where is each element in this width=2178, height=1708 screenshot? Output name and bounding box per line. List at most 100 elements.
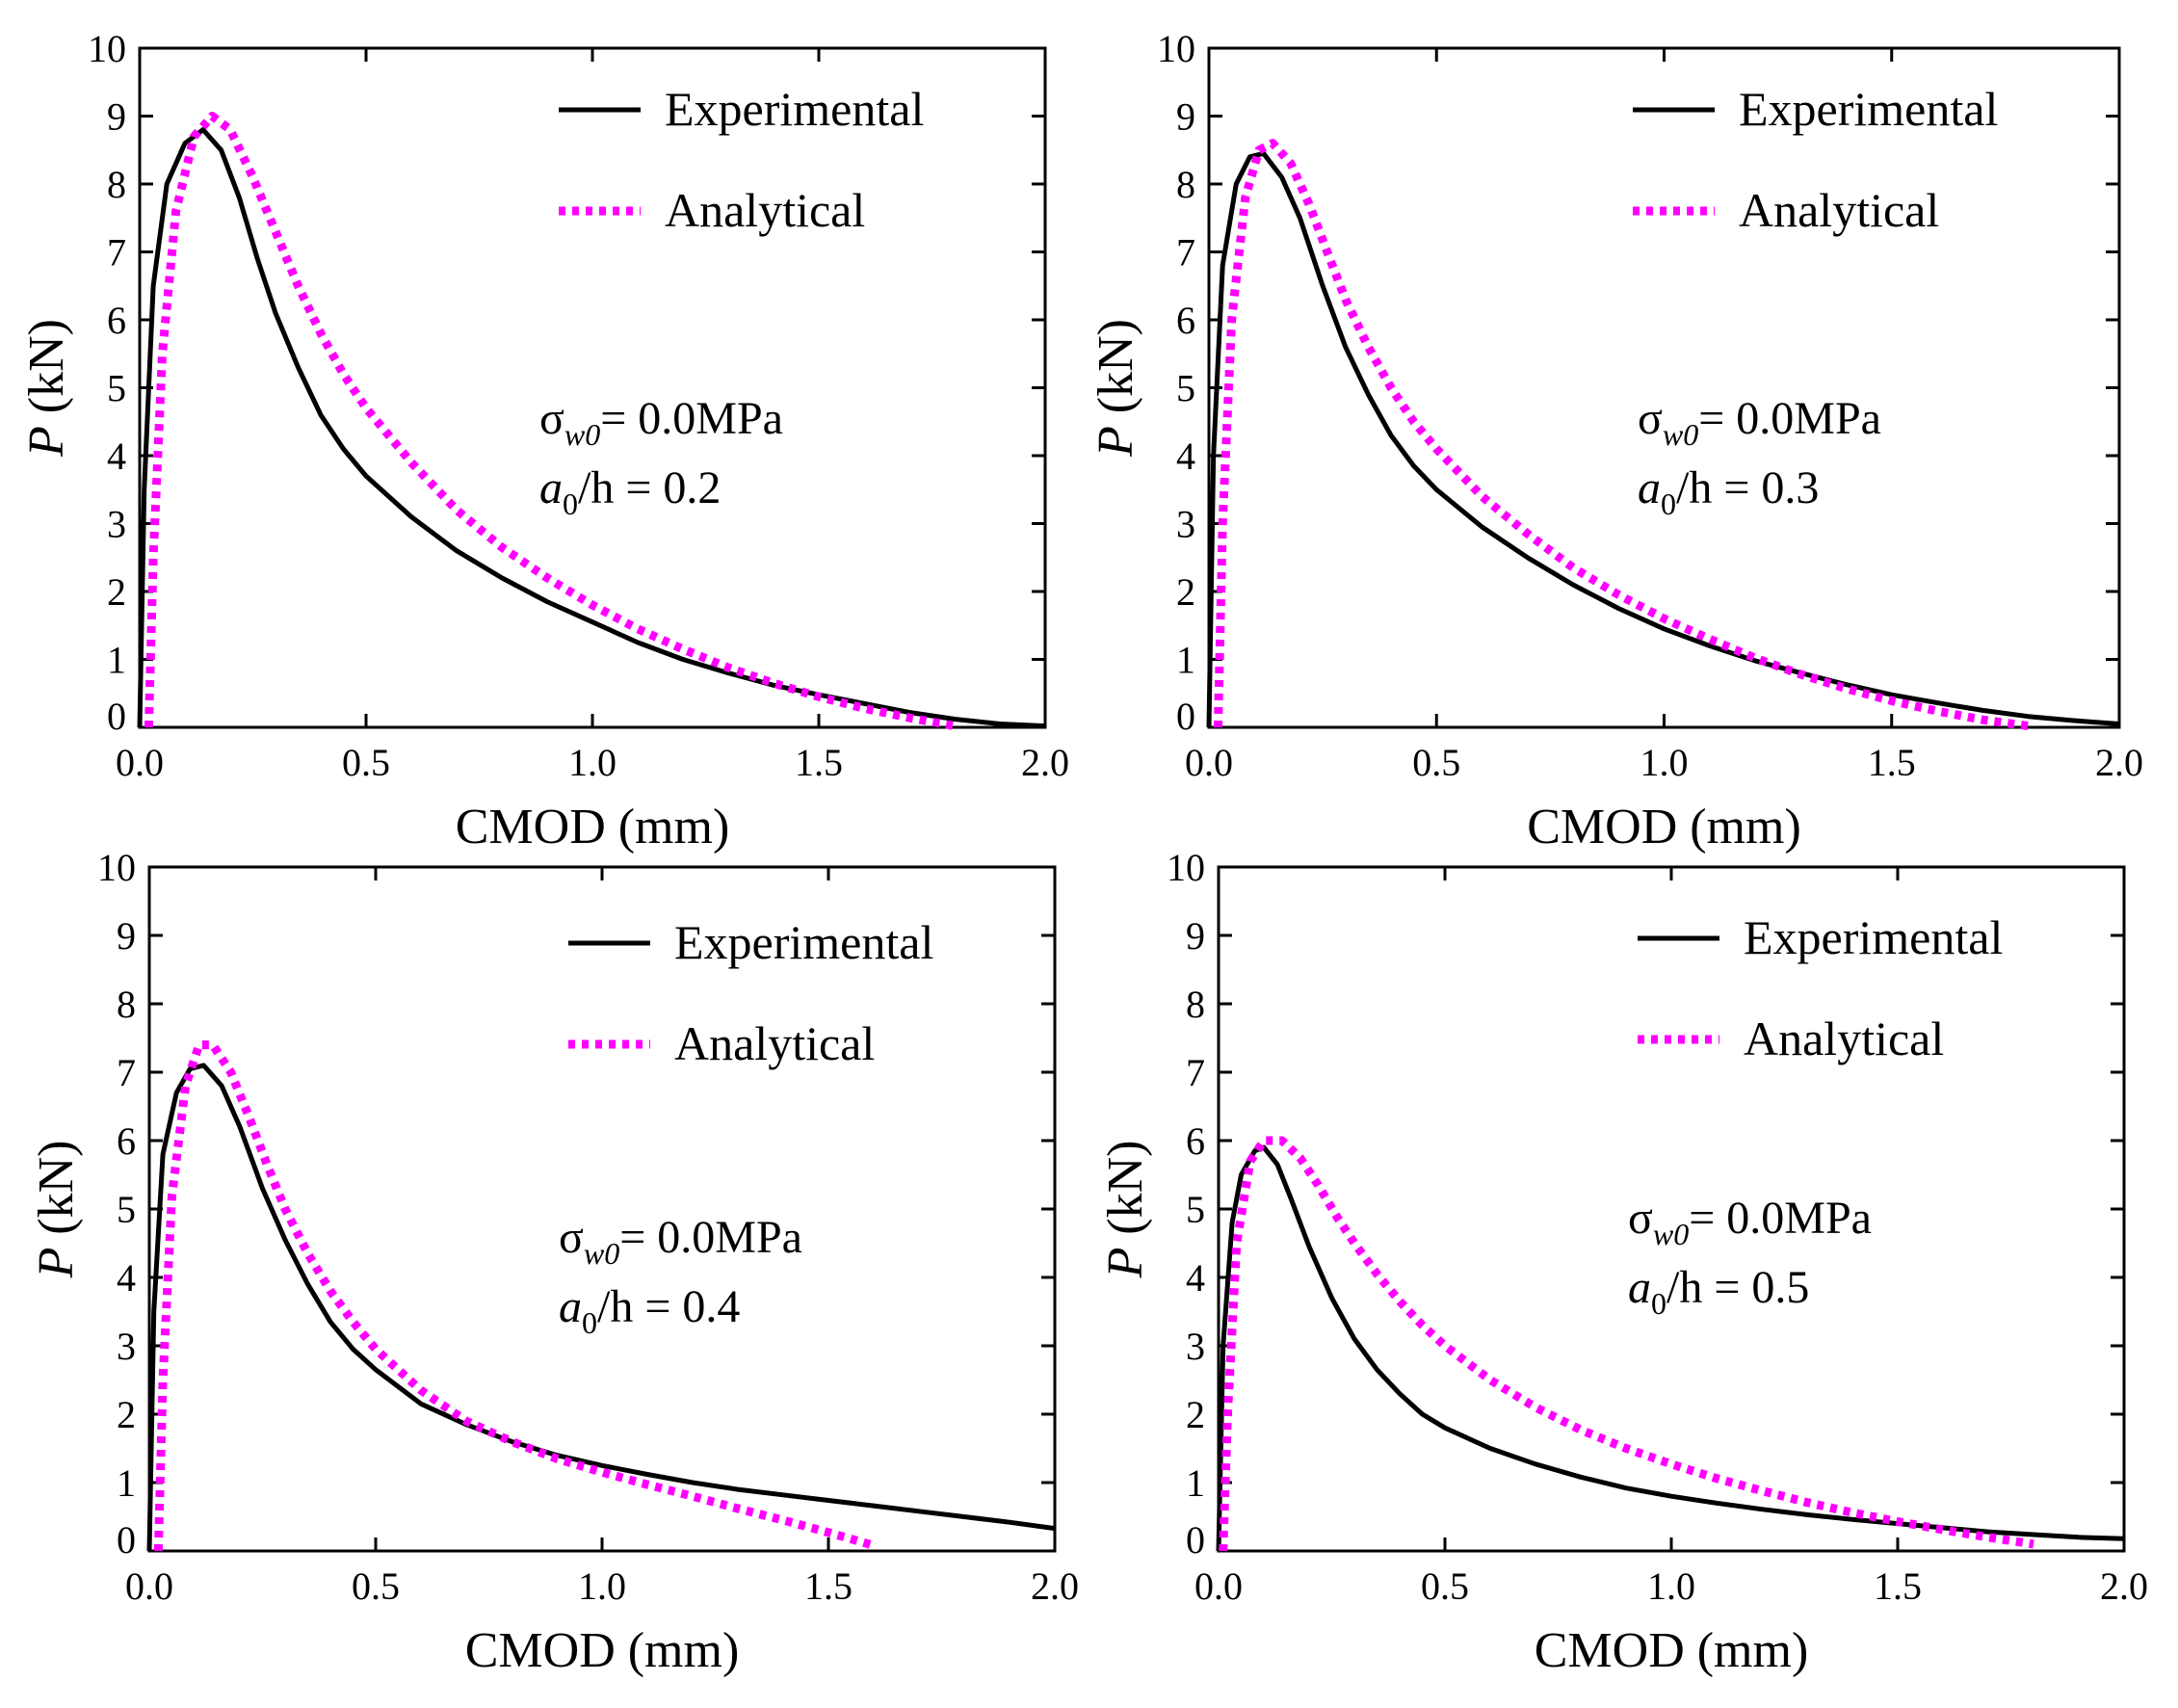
y-tick-label: 10 — [1167, 846, 1205, 889]
y-tick-label: 2 — [117, 1393, 136, 1436]
annotation-crack-ratio: a0/h = 0.4 — [559, 1281, 740, 1340]
y-axis-title: P (kN) — [19, 319, 74, 458]
annotation-sigma: σw0= 0.0MPa — [1628, 1193, 1872, 1251]
sigma-value: = 0.0MPa — [1689, 1193, 1872, 1244]
sigma-subscript: w0 — [1663, 417, 1698, 452]
y-tick-label: 10 — [1157, 27, 1195, 70]
y-axis-unit: (kN) — [1098, 1141, 1153, 1248]
y-tick-label: 1 — [117, 1461, 136, 1505]
x-tick-label: 1.0 — [1640, 741, 1689, 784]
x-tick-label: 0.5 — [1412, 741, 1460, 784]
series-line-experimental — [1216, 1144, 2125, 1552]
y-tick-label: 7 — [1186, 1051, 1205, 1094]
a-value: /h = 0.3 — [1676, 462, 1819, 513]
legend-label-experimental: Experimental — [665, 82, 924, 136]
series-line-analytical — [153, 1040, 876, 1552]
legend: Experimental Analytical — [568, 915, 933, 1070]
y-tick-label: 4 — [117, 1256, 136, 1300]
x-tick-label: 0.0 — [116, 741, 164, 784]
annotation-crack-ratio: a0/h = 0.5 — [1628, 1262, 1809, 1321]
a-value: /h = 0.2 — [578, 462, 721, 513]
y-axis-title: P (kN) — [1089, 319, 1143, 458]
y-tick-label: 7 — [107, 231, 126, 275]
x-tick-label: 2.0 — [2100, 1564, 2148, 1608]
y-tick-label: 6 — [107, 299, 126, 342]
x-tick-label: 2.0 — [2095, 741, 2143, 784]
legend: Experimental Analytical — [559, 82, 924, 237]
y-tick-label: 1 — [1186, 1461, 1205, 1505]
x-tick-label: 1.0 — [568, 741, 617, 784]
y-tick-label: 8 — [1186, 983, 1205, 1026]
y-axis-unit: (kN) — [1089, 319, 1143, 426]
y-axis-variable: P — [29, 1248, 84, 1279]
annotation-sigma: σw0= 0.0MPa — [539, 393, 783, 452]
y-axis-unit: (kN) — [19, 319, 74, 426]
y-tick-label: 5 — [1186, 1188, 1205, 1231]
y-tick-label: 3 — [117, 1325, 136, 1368]
a-symbol: a — [559, 1281, 582, 1332]
panel-2: 0 1 2 3 4 5 6 7 8 9 10 0.0 0.5 1.0 1.5 2.0 CMOD (mm) P (k… — [1089, 27, 2143, 854]
sigma-symbol: σ — [1638, 393, 1663, 444]
y-tick-label: 8 — [1176, 163, 1195, 206]
x-tick-label: 0.0 — [125, 1564, 173, 1608]
a-subscript: 0 — [1661, 486, 1676, 521]
x-axis-title: CMOD (mm) — [465, 1623, 740, 1678]
y-axis-variable: P — [1098, 1248, 1153, 1279]
series-line-experimental — [146, 1063, 1056, 1552]
legend-label-analytical: Analytical — [1739, 183, 1939, 237]
a-subscript: 0 — [1651, 1286, 1666, 1321]
y-tick-label: 3 — [107, 503, 126, 546]
y-tick-label: 7 — [1176, 231, 1195, 275]
series-line-experimental — [1206, 150, 2120, 728]
y-tick-label: 5 — [117, 1188, 136, 1231]
legend: Experimental Analytical — [1638, 910, 2003, 1065]
sigma-symbol: σ — [1628, 1193, 1653, 1244]
y-axis-unit: (kN) — [29, 1141, 84, 1248]
panel-1: 0 1 2 3 4 5 6 7 8 9 10 0.0 0.5 1.0 1.5 2.0 CMOD (mm) P (k… — [19, 27, 1069, 854]
y-tick-label: 3 — [1176, 503, 1195, 546]
y-tick-label: 3 — [1186, 1325, 1205, 1368]
sigma-subscript: w0 — [564, 417, 600, 452]
y-tick-label: 6 — [1176, 299, 1195, 342]
a-symbol: a — [1628, 1262, 1651, 1313]
x-axis-title: CMOD (mm) — [1535, 1623, 1809, 1678]
y-tick-label: 4 — [107, 434, 126, 478]
y-tick-label: 2 — [107, 570, 126, 614]
annotation-crack-ratio: a0/h = 0.3 — [1638, 462, 1819, 521]
sigma-subscript: w0 — [584, 1236, 619, 1271]
y-axis-title: P (kN) — [29, 1141, 84, 1279]
sigma-subscript: w0 — [1653, 1217, 1689, 1251]
y-tick-label: 6 — [117, 1119, 136, 1163]
y-tick-label: 9 — [117, 914, 136, 958]
x-tick-label: 1.5 — [795, 741, 843, 784]
a-value: /h = 0.4 — [597, 1281, 740, 1332]
plot-frame — [1207, 46, 2121, 729]
x-tick-label: 1.5 — [804, 1564, 853, 1608]
a-symbol: a — [1638, 462, 1661, 513]
x-tick-label: 0.5 — [352, 1564, 400, 1608]
y-tick-label: 10 — [88, 27, 126, 70]
y-tick-label: 10 — [97, 846, 136, 889]
x-axis-title: CMOD (mm) — [456, 800, 730, 854]
a-subscript: 0 — [563, 486, 578, 521]
a-symbol: a — [539, 462, 563, 513]
panel-3: 0 1 2 3 4 5 6 7 8 9 10 0.0 0.5 1.0 1.5 2.0 CMOD (mm) P (k… — [29, 846, 1079, 1678]
x-tick-label: 2.0 — [1021, 741, 1069, 784]
x-tick-label: 0.0 — [1185, 741, 1233, 784]
plot-frame — [138, 46, 1047, 729]
sigma-symbol: σ — [559, 1212, 584, 1263]
y-tick-label: 1 — [107, 639, 126, 682]
y-tick-label: 2 — [1186, 1393, 1205, 1436]
legend-label-analytical: Analytical — [1744, 1012, 1944, 1065]
legend-label-experimental: Experimental — [1739, 82, 1998, 136]
y-tick-label: 0 — [1176, 695, 1195, 738]
x-tick-label: 0.0 — [1194, 1564, 1243, 1608]
y-tick-label: 4 — [1176, 434, 1195, 478]
legend-label-analytical: Analytical — [674, 1016, 875, 1070]
x-tick-label: 1.5 — [1868, 741, 1916, 784]
y-tick-label: 0 — [1186, 1518, 1205, 1562]
y-axis-title: P (kN) — [1098, 1141, 1153, 1279]
y-tick-label: 2 — [1176, 570, 1195, 614]
panel-4: 0 1 2 3 4 5 6 7 8 9 10 0.0 0.5 1.0 1.5 2.0 CMOD (mm) P (k… — [1098, 846, 2148, 1678]
